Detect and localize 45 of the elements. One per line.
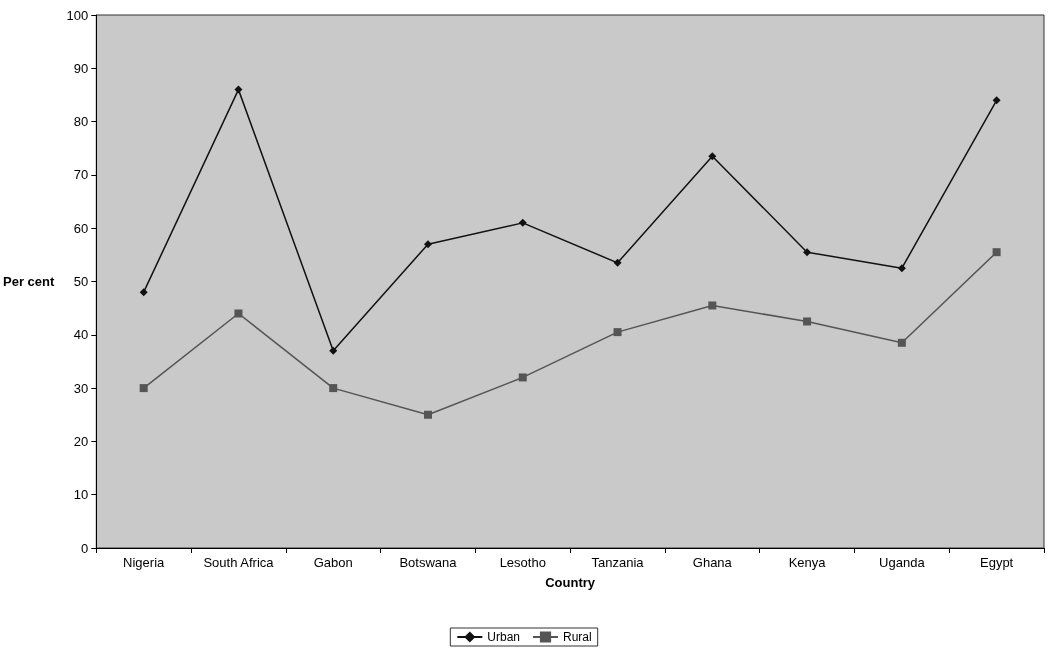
x-tick-label: Lesotho	[499, 555, 546, 570]
point	[803, 248, 812, 257]
y-tick-label: 10	[73, 487, 89, 503]
x-tick-label: Tanzania	[591, 555, 645, 570]
x-tick-label: Nigeria	[123, 555, 166, 570]
point	[613, 258, 622, 267]
y-tick-label: 40	[73, 327, 89, 343]
point	[234, 309, 243, 318]
legend-label: Rural	[563, 630, 592, 644]
point	[803, 317, 812, 326]
x-tick-label: Botswana	[399, 555, 458, 570]
point	[518, 218, 527, 227]
point	[234, 85, 243, 94]
legend-label: Urban	[487, 630, 521, 644]
x-axis-title: Country	[545, 575, 596, 590]
y-axis-title: Per cent	[2, 274, 55, 289]
x-tick-label: Uganda	[879, 555, 926, 570]
point	[992, 96, 1001, 105]
point	[708, 152, 717, 161]
x-tick-label: South Africa	[203, 555, 275, 570]
x-tick-label: Ghana	[692, 555, 733, 570]
y-tick-label: 30	[73, 380, 89, 396]
point	[897, 264, 906, 273]
point	[708, 301, 717, 310]
point	[518, 373, 527, 382]
y-tick-label: 60	[73, 220, 89, 236]
x-tick-label: Gabon	[313, 555, 353, 570]
x-tick-label: Kenya	[788, 555, 827, 570]
y-tick-label: 70	[73, 167, 89, 183]
y-tick-label: 90	[73, 60, 89, 76]
x-tick-label: Egypt	[979, 555, 1014, 570]
point	[424, 240, 432, 249]
point	[897, 338, 906, 347]
y-tick-label: 20	[73, 433, 89, 449]
point	[329, 384, 338, 393]
y-tick-label: 80	[73, 114, 89, 130]
point	[613, 328, 622, 337]
y-tick-label: 0	[81, 540, 89, 556]
y-tick-label: 100	[66, 7, 89, 23]
point	[424, 410, 432, 419]
point	[139, 384, 148, 393]
point	[329, 346, 338, 355]
y-tick-label: 50	[73, 274, 89, 289]
point	[139, 288, 148, 297]
point	[992, 248, 1001, 257]
